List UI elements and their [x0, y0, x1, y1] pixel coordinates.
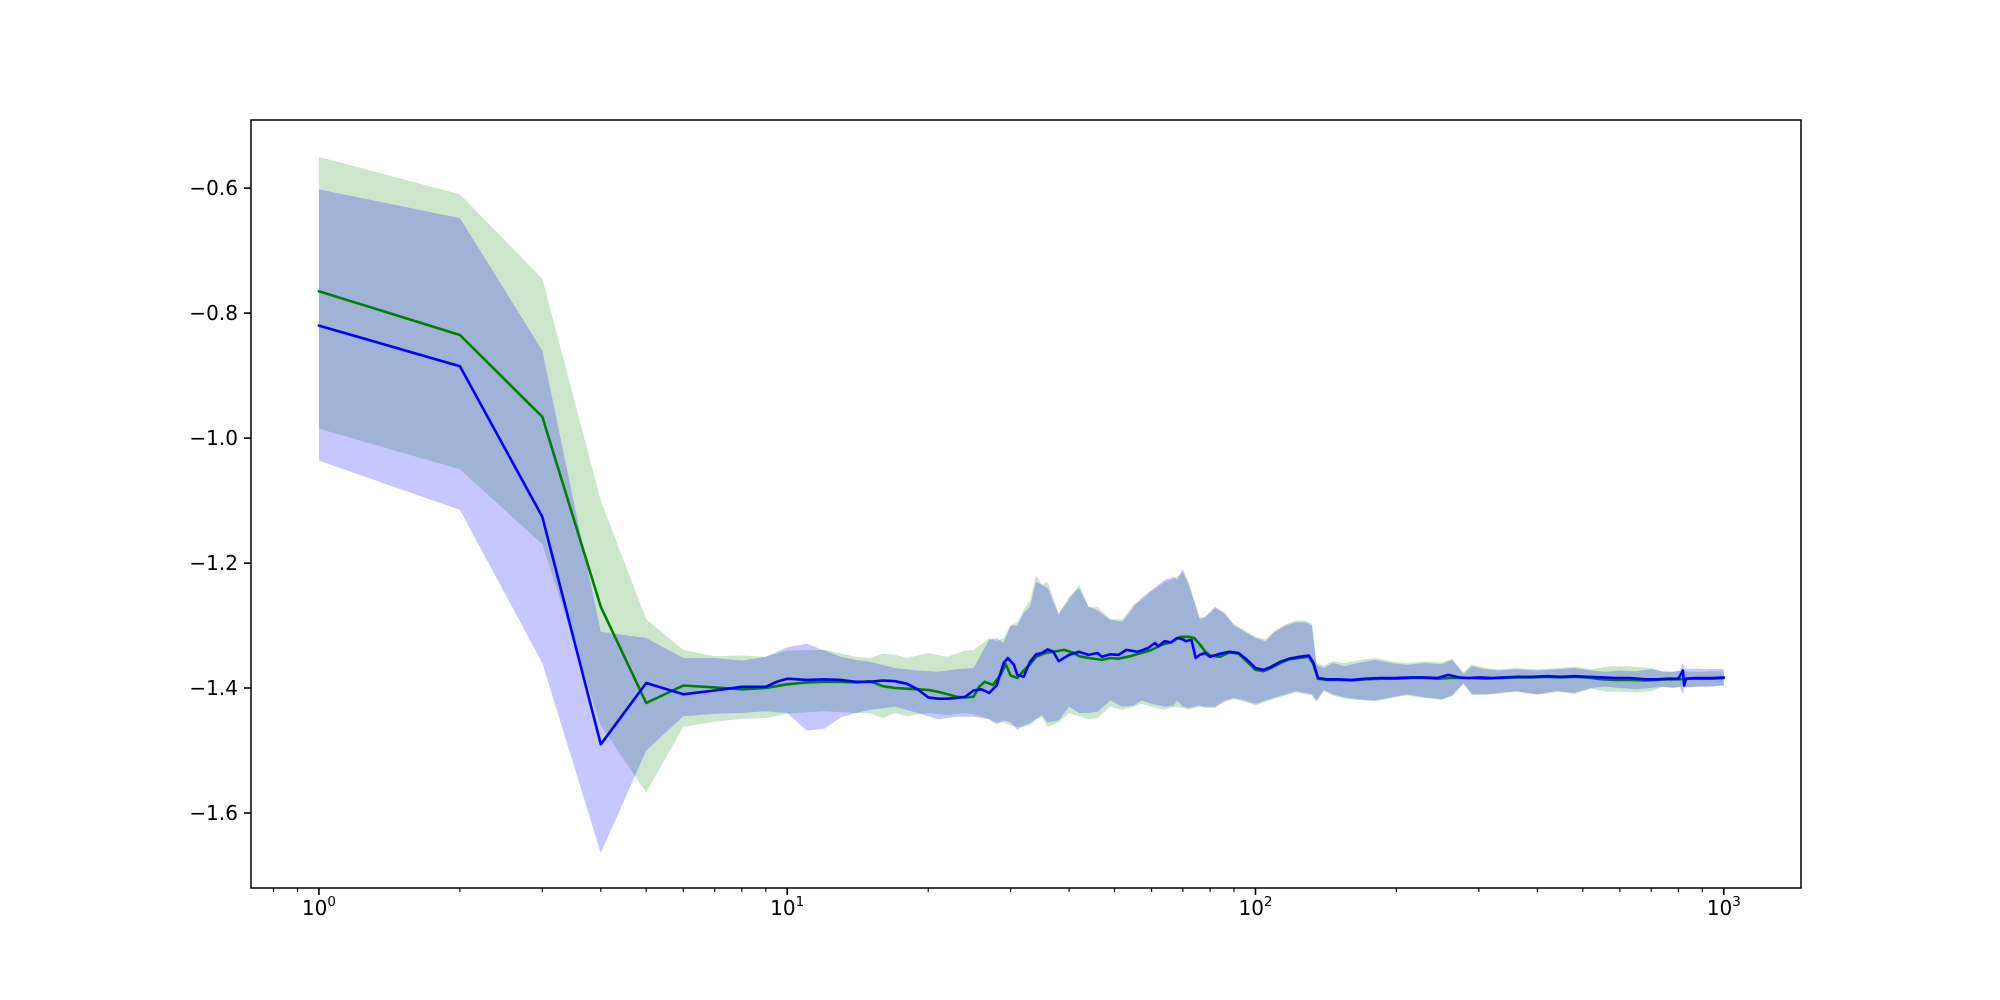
- x-tick-label: 101: [770, 894, 804, 920]
- series-lines: [317, 289, 1726, 746]
- y-axis: −0.6 −0.8 −1.0 −1.2 −1.4 −1.6: [189, 176, 251, 825]
- y-tick-label: −1.0: [189, 426, 238, 450]
- y-tick-label: −1.2: [189, 551, 238, 575]
- y-tick-label: −1.6: [189, 801, 238, 825]
- y-tick-label: −0.6: [189, 176, 238, 200]
- x-tick-label: 100: [302, 894, 336, 920]
- y-tick-label: −1.4: [189, 676, 238, 700]
- x-tick-label: 103: [1707, 894, 1741, 920]
- blue-band-area: [318, 189, 1724, 853]
- y-tick-label: −0.8: [189, 301, 238, 325]
- x-axis: 100 101 102 103: [272, 888, 1741, 920]
- blue-line: [317, 324, 1726, 746]
- x-tick-label: 102: [1238, 894, 1272, 920]
- confidence-bands: [318, 156, 1724, 853]
- plot-area-border: [250, 119, 1802, 889]
- green-band-area: [318, 156, 1724, 793]
